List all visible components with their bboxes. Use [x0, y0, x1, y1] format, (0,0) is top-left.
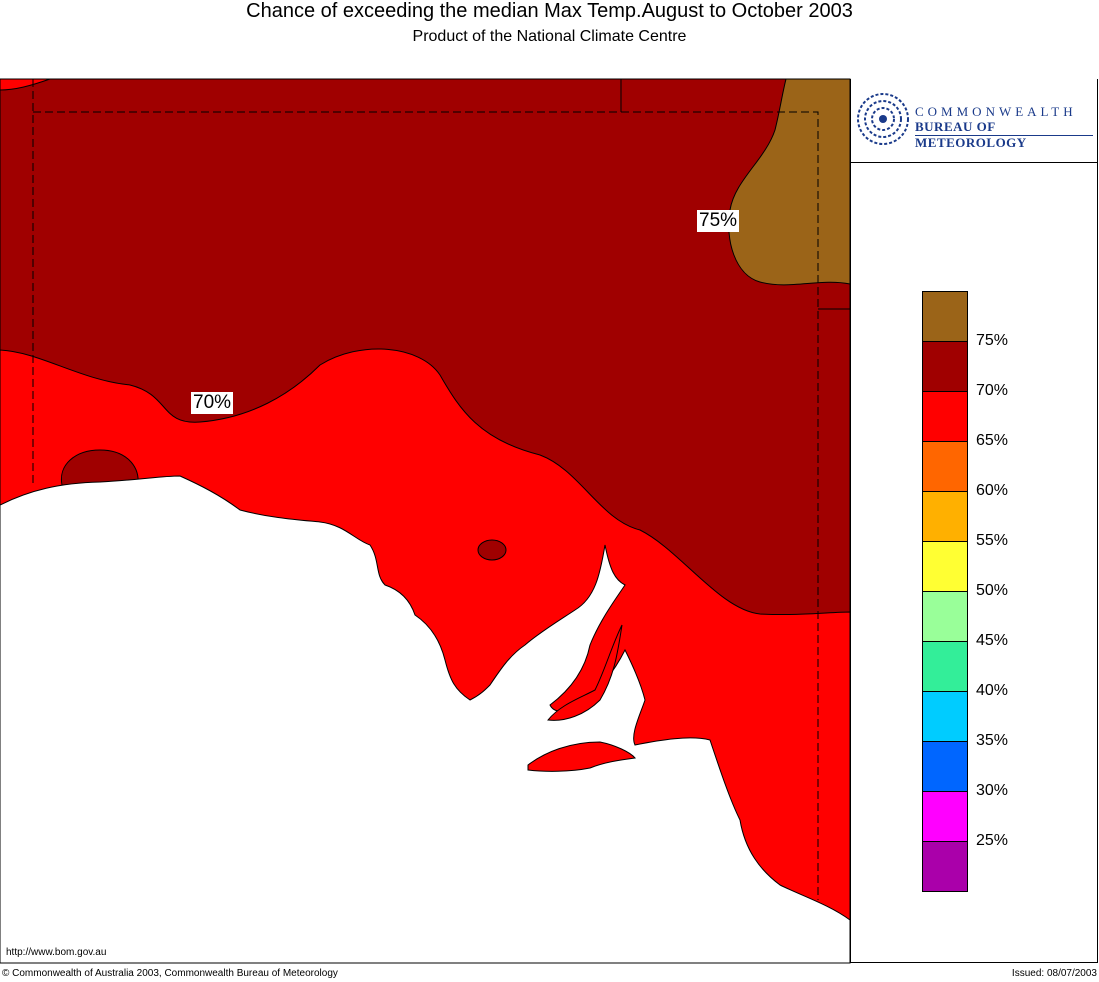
boundary-dashed-top [33, 111, 819, 900]
logo-line1: COMMONWEALTH [915, 104, 1077, 119]
contour-label-75: 75% [697, 210, 740, 232]
logo-rule [915, 135, 1093, 136]
legend-label: 55% [976, 532, 1009, 549]
legend-label: 60% [976, 482, 1009, 499]
footer-copyright: © Commonwealth of Australia 2003, Common… [2, 968, 338, 979]
yorke-peninsula [547, 624, 623, 721]
legend-colorbar [922, 291, 968, 892]
legend-swatch [922, 342, 968, 392]
legend-swatch [922, 692, 968, 742]
side-panel: COMMONWEALTH BUREAU OF METEOROLOGY [850, 79, 1098, 963]
legend-label: 25% [976, 832, 1009, 849]
legend-swatch [922, 442, 968, 492]
legend-swatch [922, 291, 968, 342]
logo-line2: BUREAU OF METEOROLOGY [915, 119, 1027, 150]
footer-url[interactable]: http://www.bom.gov.au [6, 947, 107, 958]
legend-label: 45% [976, 632, 1009, 649]
legend-label: 75% [976, 332, 1009, 349]
legend-swatch [922, 542, 968, 592]
legend-swatch [922, 592, 968, 642]
legend-swatch [922, 792, 968, 842]
legend-label: 40% [976, 682, 1009, 699]
legend-label: 65% [976, 432, 1009, 449]
ocean [0, 475, 851, 964]
contour-label-70: 70% [191, 392, 234, 414]
legend-swatch [922, 392, 968, 442]
legend-label: 35% [976, 732, 1009, 749]
legend-swatch [922, 642, 968, 692]
region-70-blob-west [60, 449, 139, 486]
map-subtitle: Product of the National Climate Centre [412, 28, 687, 45]
kangaroo-island [527, 741, 636, 772]
bom-swirl-icon [857, 93, 909, 145]
footer-issued-date: Issued: 08/07/2003 [1011, 968, 1097, 979]
region-70-blob-center [477, 539, 507, 561]
legend-label: 70% [976, 382, 1009, 399]
legend-swatch [922, 842, 968, 892]
legend-label: 50% [976, 582, 1009, 599]
legend-swatch [922, 492, 968, 542]
map-title: Chance of exceeding the median Max Temp.… [246, 0, 853, 22]
legend-label: 30% [976, 782, 1009, 799]
legend-swatch [922, 742, 968, 792]
bom-logo: COMMONWEALTH BUREAU OF METEOROLOGY [851, 79, 1098, 163]
